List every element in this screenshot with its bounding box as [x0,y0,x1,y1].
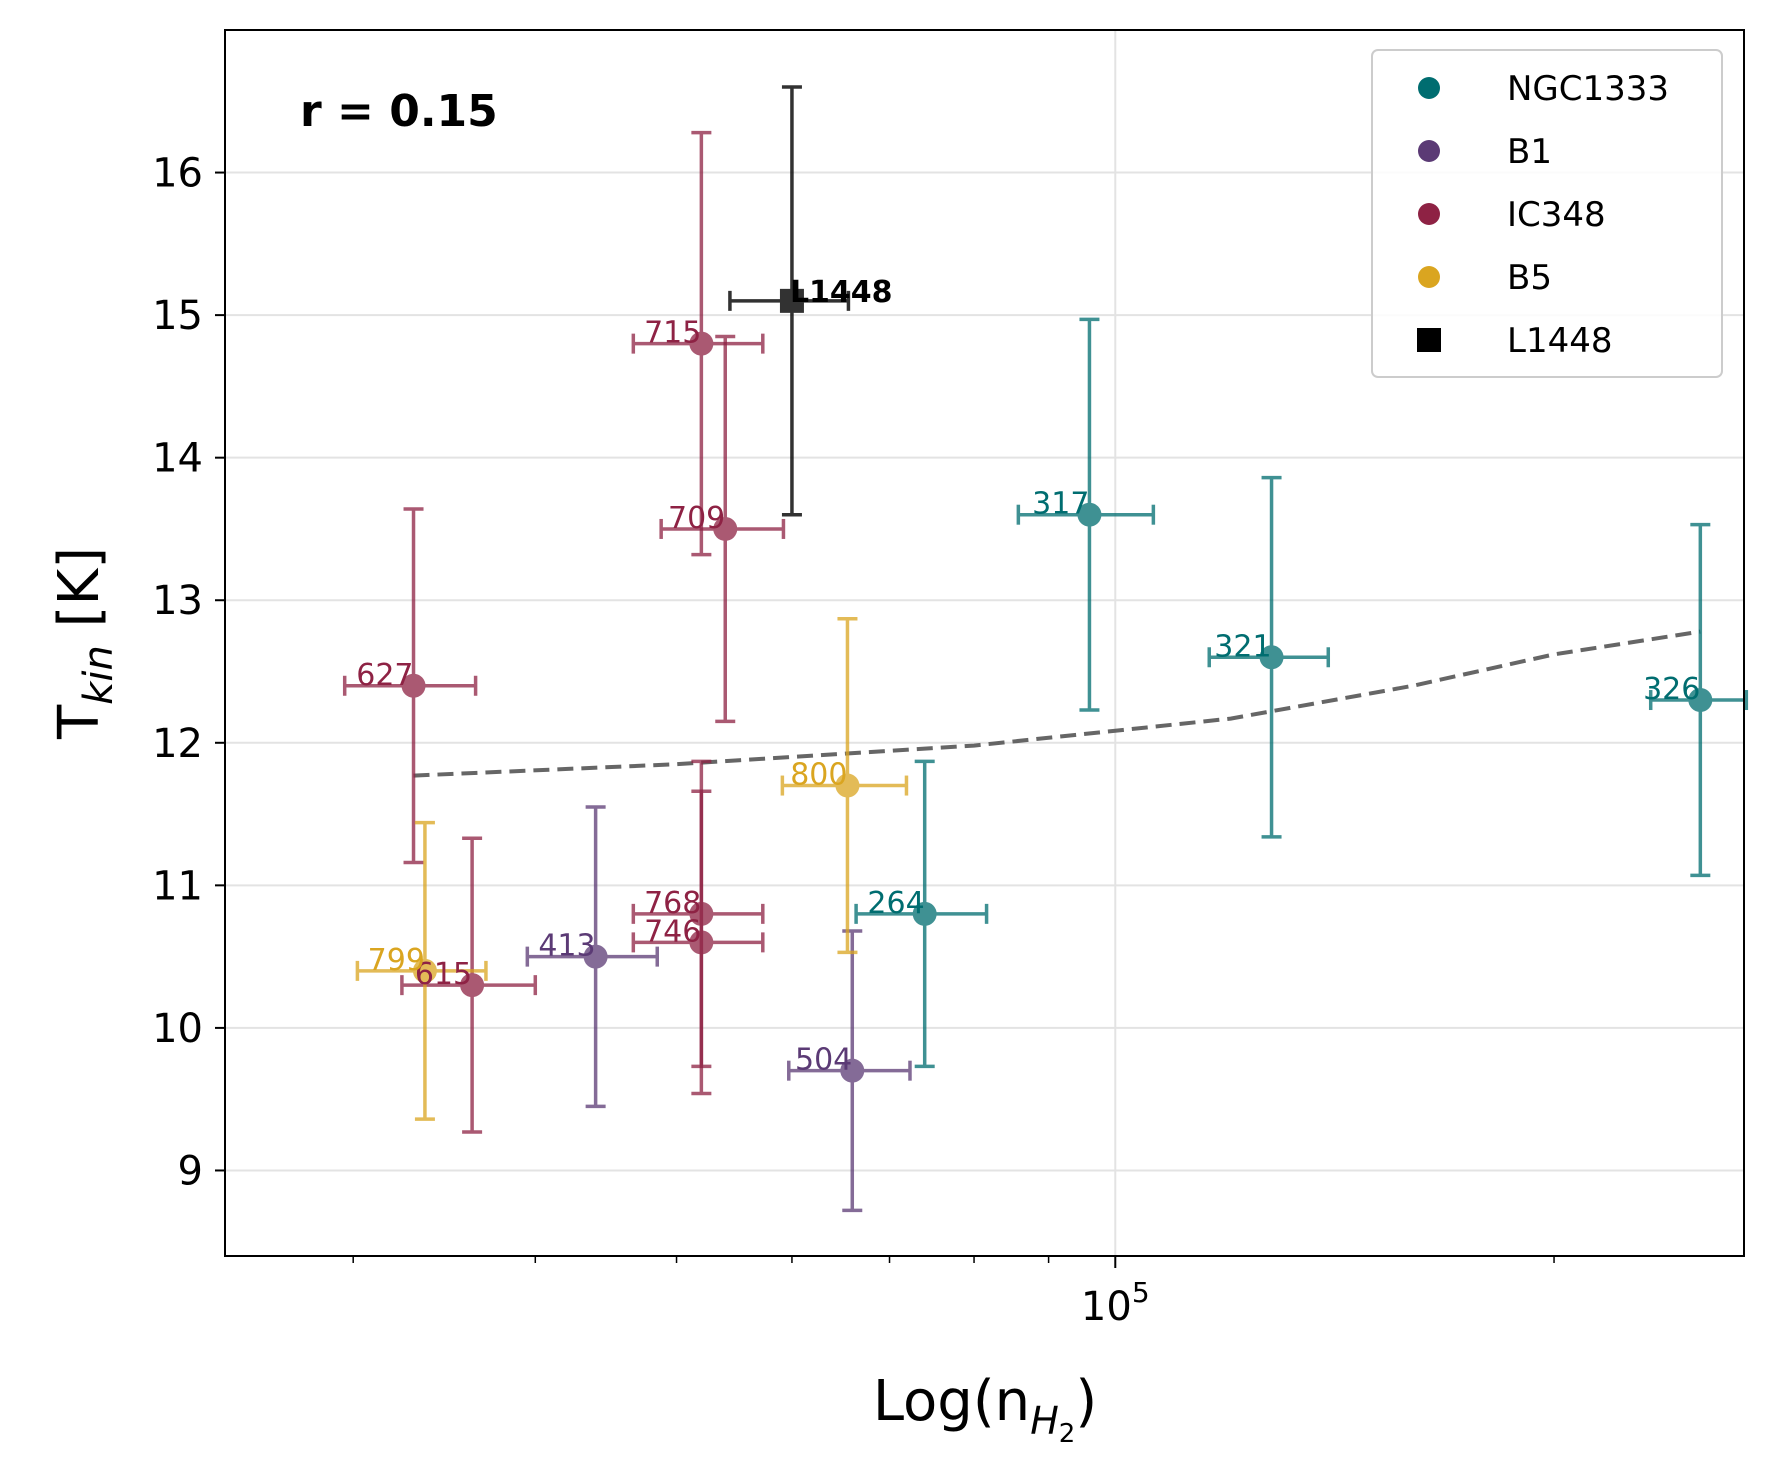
x-axis-label: Log(nH2) [873,1369,1097,1449]
y-tick-label: 14 [152,436,203,482]
data-point-B1-504 [787,929,912,1213]
y-tick-label: 15 [152,293,203,339]
data-points [342,85,1749,1213]
legend-circle-marker [1418,266,1440,288]
fit-line [413,629,1701,778]
circle-marker [583,944,608,969]
legend-label: IC348 [1507,195,1606,235]
y-tick-label: 12 [152,721,203,767]
correlation-annotation: r = 0.15 [300,86,498,137]
point-label: 504 [795,1043,852,1078]
legend-square-marker [1417,328,1441,352]
point-label: 799 [368,943,425,978]
y-tick-label: 9 [178,1148,203,1194]
circle-marker [401,673,426,698]
data-point-IC348-709 [659,334,786,724]
axis-ticks: 9 10 11 12 13 14 15 16 105 [152,151,1555,1330]
fit-line-group [413,629,1701,778]
circle-marker [689,331,714,356]
legend-label: B1 [1507,132,1552,172]
point-label: L1448 [790,275,893,310]
data-point-NGC1333-321 [1207,475,1331,839]
circle-marker [840,1058,865,1083]
square-marker [779,288,804,313]
circle-marker [1259,645,1284,670]
circle-marker [412,958,437,983]
circle-marker [912,901,937,926]
point-label: 413 [538,929,595,964]
point-label: 627 [356,658,413,693]
legend-circle-marker [1418,77,1440,99]
point-label: 317 [1032,487,1089,522]
point-label: 615 [415,957,472,992]
y-tick-label: 13 [152,578,203,624]
legend-entry-L1448: L1448 [1417,321,1612,361]
legend-label: B5 [1507,258,1552,298]
data-point-IC348-715 [631,130,765,557]
point-label: 768 [644,886,701,921]
y-tick-label: 11 [152,863,203,909]
legend-entry-B5: B5 [1418,258,1552,298]
y-tick-label: 16 [152,151,203,197]
data-point-B1-413 [525,805,660,1109]
legend-label: NGC1333 [1507,69,1669,109]
circle-marker [835,773,860,798]
point-label: 264 [867,886,924,921]
data-point-B5-800 [780,617,909,955]
legend-entry-IC348: IC348 [1418,195,1606,235]
point-label: 715 [644,316,701,351]
legend-entry-B1: B1 [1418,132,1552,172]
point-label: 800 [790,758,847,793]
point-label: 709 [668,501,725,536]
point-label: 326 [1643,672,1700,707]
circle-marker [689,930,714,955]
data-point-NGC1333-317 [1016,317,1156,712]
legend-entries: NGC1333 B1 IC348 B5 L1448 [1417,69,1669,361]
circle-marker [713,516,738,541]
legend-box [1371,49,1723,378]
circle-marker [1688,688,1713,713]
point-label: 321 [1214,629,1271,664]
legend-label: L1448 [1507,321,1612,361]
legend: NGC1333 B1 IC348 B5 L1448 [1371,49,1723,378]
point-label: 746 [644,914,701,949]
y-axis-label: Tkin [K] [47,547,122,740]
plot-frame [224,29,1745,1257]
data-point-B5-799 [355,820,488,1121]
data-point-NGC1333-326 [1648,522,1749,878]
x-tick-label: 105 [1081,1276,1150,1330]
legend-circle-marker [1418,203,1440,225]
legend-circle-marker [1418,140,1440,162]
data-point-IC348-746 [631,789,765,1096]
data-point-L1448-L1448 [728,85,851,517]
data-point-IC348-627 [342,507,478,865]
circle-marker [1077,502,1102,527]
y-tick-label: 10 [152,1006,203,1052]
legend-entry-NGC1333: NGC1333 [1418,69,1669,109]
circle-marker [460,973,485,998]
data-point-NGC1333-264 [854,759,989,1069]
